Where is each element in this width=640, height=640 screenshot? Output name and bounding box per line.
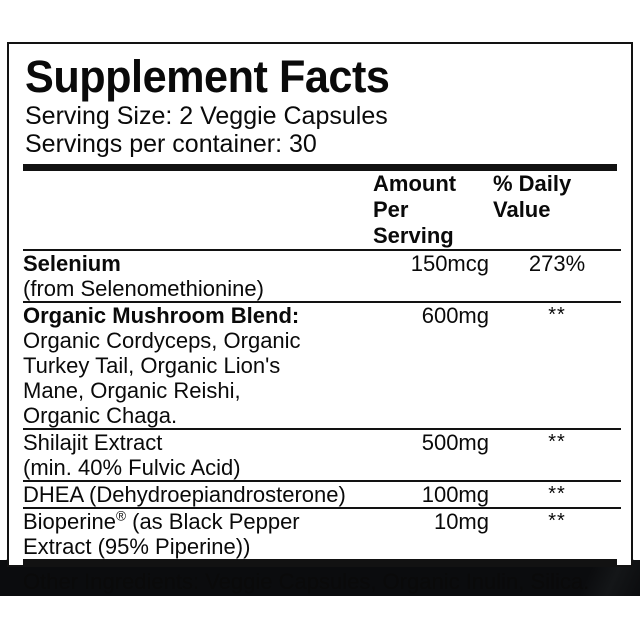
row-amount-cell: 150mcg [373, 251, 493, 301]
ingredient-name-text: Bioperine [23, 509, 116, 534]
row-amount-cell: 100mg [373, 482, 493, 507]
ingredient-amount: 10mg [433, 509, 489, 534]
row-daily-value-cell: ** [493, 482, 621, 507]
ingredient-name: Organic Mushroom Blend: [23, 303, 300, 328]
table-row: Shilajit Extract (min. 40% Fulvic Acid) … [23, 430, 621, 480]
rule-thin-divider [23, 480, 621, 482]
rule-thin-under-header [23, 249, 621, 251]
rule-row [23, 428, 621, 430]
ingredient-name-suffix: (as Black Pepper [126, 509, 300, 534]
table-row: DHEA (Dehydroepiandrosterone) 100mg ** [23, 482, 621, 507]
rule-row [23, 301, 621, 303]
row-daily-value-cell: ** [493, 303, 621, 428]
ingredient-daily-value: ** [548, 304, 566, 326]
column-header-daily-value: % Daily Value [493, 171, 572, 222]
supplement-facts-panel: Supplement Facts Serving Size: 2 Veggie … [7, 42, 633, 594]
ingredient-subtext: (from Selenomethionine) [23, 276, 264, 301]
rule-thin-divider [23, 507, 621, 509]
ingredient-subtext: (min. 40% Fulvic Acid) [23, 455, 241, 480]
column-header-amount-per-serving: Amount Per Serving [373, 171, 457, 248]
ingredient-daily-value: 273% [528, 251, 586, 276]
column-header-name [23, 171, 373, 249]
header-rule-wrap [9, 164, 631, 171]
ingredient-amount: 600mg [421, 303, 489, 328]
row-amount-cell: 10mg [373, 509, 493, 559]
page-title: Supplement Facts [25, 51, 390, 102]
nutrition-table: Amount Per Serving % Daily Value Seleniu… [23, 171, 621, 559]
row-amount-cell: 500mg [373, 430, 493, 480]
row-name-cell: Bioperine® (as Black Pepper Extract (95%… [23, 509, 373, 559]
rule-cell [23, 507, 621, 509]
rule-thick-bottom [23, 559, 617, 565]
row-daily-value-cell: ** [493, 509, 621, 559]
ingredient-amount: 500mg [421, 430, 489, 455]
rule-row [23, 507, 621, 509]
rule-thick-top [23, 164, 617, 171]
ingredient-name: Bioperine® (as Black Pepper [23, 509, 373, 534]
ingredient-name: DHEA (Dehydroepiandrosterone) [23, 482, 346, 507]
ingredient-name: Selenium [23, 251, 121, 276]
registered-trademark-icon: ® [115, 508, 126, 524]
ingredient-daily-value: ** [548, 483, 566, 505]
table-row: Selenium (from Selenomethionine) 150mcg … [23, 251, 621, 301]
ingredient-daily-value: ** [548, 431, 566, 453]
panel-header: Supplement Facts Serving Size: 2 Veggie … [9, 51, 631, 159]
nutrition-table-wrap: Amount Per Serving % Daily Value Seleniu… [9, 171, 631, 595]
ingredient-amount: 150mcg [410, 251, 489, 276]
rule-row [23, 249, 621, 251]
row-name-cell: DHEA (Dehydroepiandrosterone) [23, 482, 373, 507]
table-header-row: Amount Per Serving % Daily Value [23, 171, 621, 249]
rule-cell [23, 301, 621, 303]
serving-size-text: Serving Size: 2 Veggie Capsules [25, 102, 388, 130]
rule-cell [23, 249, 621, 251]
ingredient-subtext: Organic Cordyceps, Organic Turkey Tail, … [23, 328, 301, 428]
ingredient-daily-value: ** [548, 510, 566, 532]
ingredient-name: Shilajit Extract [23, 430, 163, 455]
row-name-cell: Selenium (from Selenomethionine) [23, 251, 373, 301]
rule-thin-divider [23, 301, 621, 303]
row-daily-value-cell: 273% [493, 251, 621, 301]
row-name-cell: Shilajit Extract (min. 40% Fulvic Acid) [23, 430, 373, 480]
row-name-cell: Organic Mushroom Blend: Organic Cordycep… [23, 303, 373, 428]
row-amount-cell: 600mg [373, 303, 493, 428]
table-row: Organic Mushroom Blend: Organic Cordycep… [23, 303, 621, 428]
ingredient-amount: 100mg [421, 482, 489, 507]
ingredient-subtext: Extract (95% Piperine)) [23, 534, 251, 559]
other-ingredients-text: Other Ingredients: Veggie Capsules, Orga… [23, 569, 590, 594]
rule-row [23, 480, 621, 482]
rule-cell [23, 480, 621, 482]
rule-cell [23, 428, 621, 430]
row-daily-value-cell: ** [493, 430, 621, 480]
servings-per-container-text: Servings per container: 30 [25, 130, 317, 158]
table-row: Bioperine® (as Black Pepper Extract (95%… [23, 509, 621, 559]
rule-thin-divider [23, 428, 621, 430]
